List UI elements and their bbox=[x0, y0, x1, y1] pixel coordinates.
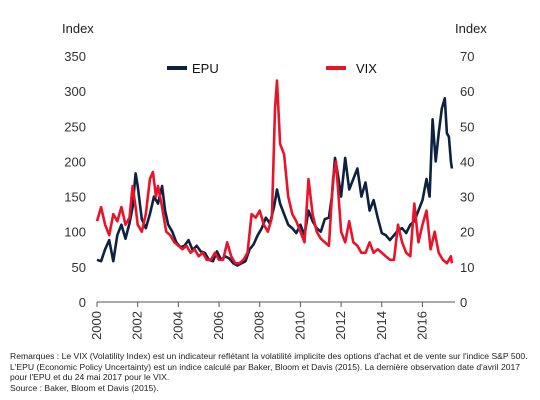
x-tick-label: 2012 bbox=[333, 311, 348, 340]
chart-notes: Remarques : Le VIX (Volatility Index) es… bbox=[10, 351, 535, 393]
y-right-tick-label: 60 bbox=[460, 84, 474, 99]
x-axis: 2000 2002 2004 2006 2008 2010 2012 2014 2016 bbox=[89, 301, 455, 340]
legend: EPU VIX bbox=[167, 61, 377, 76]
y-right-tick-label: 20 bbox=[460, 225, 474, 240]
x-tick-label: 2004 bbox=[170, 311, 185, 340]
y-right-tick-label: 30 bbox=[460, 190, 474, 205]
y-left-tick-label: 150 bbox=[64, 190, 86, 205]
y-left-tick-label: 0 bbox=[79, 295, 86, 310]
series-line-epu bbox=[96, 96, 454, 267]
y-left-tick-label: 200 bbox=[64, 154, 86, 169]
series-layer bbox=[95, 79, 454, 267]
y-right-tick-label: 0 bbox=[460, 295, 467, 310]
notes-remarks: Remarques : Le VIX (Volatility Index) es… bbox=[10, 351, 528, 383]
y-left-unit-label: Index bbox=[62, 21, 94, 36]
x-tick-label: 2014 bbox=[374, 311, 389, 340]
x-tick-label: 2000 bbox=[89, 311, 104, 340]
legend-label-epu: EPU bbox=[192, 61, 219, 76]
x-tick-label: 2002 bbox=[130, 311, 145, 340]
y-right-tick-labels: 0 10 20 30 40 50 60 70 bbox=[460, 49, 474, 310]
y-right-tick-label: 10 bbox=[460, 260, 474, 275]
y-right-tick-label: 70 bbox=[460, 49, 474, 64]
y-left-tick-label: 350 bbox=[64, 49, 86, 64]
x-tick-label: 2006 bbox=[211, 311, 226, 340]
y-right-tick-label: 50 bbox=[460, 119, 474, 134]
series-line-vix bbox=[95, 79, 454, 265]
y-right-unit-label: Index bbox=[455, 21, 487, 36]
y-left-tick-label: 250 bbox=[64, 119, 86, 134]
legend-label-vix: VIX bbox=[356, 61, 377, 76]
x-tick-label: 2008 bbox=[252, 311, 267, 340]
y-left-tick-labels: 0 50 100 150 200 250 300 350 bbox=[64, 49, 86, 310]
y-left-tick-label: 50 bbox=[72, 260, 86, 275]
x-tick-label: 2010 bbox=[292, 311, 307, 340]
x-tick-label: 2016 bbox=[414, 311, 429, 340]
y-left-tick-label: 100 bbox=[64, 225, 86, 240]
y-left-tick-label: 300 bbox=[64, 84, 86, 99]
y-right-tick-label: 40 bbox=[460, 154, 474, 169]
notes-source: Source : Baker, Bloom et Davis (2015). bbox=[10, 382, 159, 393]
